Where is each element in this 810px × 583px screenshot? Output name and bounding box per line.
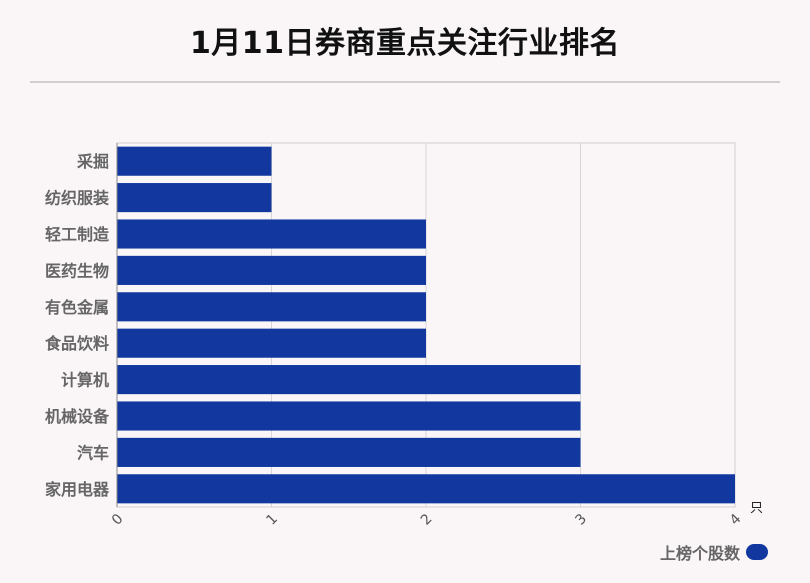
chart-title: 1月11日券商重点关注行业排名 (189, 26, 621, 61)
bar (117, 146, 272, 176)
category-label: 汽车 (77, 443, 109, 462)
category-label: 食品饮料 (44, 334, 109, 353)
tick-label: 2 (418, 511, 436, 529)
category-label: 纺织服装 (45, 189, 109, 208)
tick-label: 3 (572, 511, 590, 529)
category-label: 轻工制造 (45, 225, 110, 244)
bar (117, 183, 272, 213)
category-label: 家用电器 (45, 480, 110, 499)
category-label: 机械设备 (45, 407, 110, 426)
bars (117, 146, 735, 504)
bar (117, 292, 426, 322)
category-label: 医药生物 (45, 261, 109, 280)
bar (117, 219, 426, 249)
bar (117, 474, 735, 504)
category-label: 有色金属 (45, 298, 109, 317)
x-tick-labels: 0 1 2 3 4 (109, 511, 745, 529)
legend-label: 上榜个股数 (659, 544, 740, 563)
category-label: 计算机 (61, 371, 109, 390)
tick-label: 4 (727, 511, 745, 529)
category-label: 采掘 (76, 152, 109, 171)
bar (117, 437, 581, 467)
legend-swatch (746, 544, 768, 560)
x-axis-unit: 只 (750, 501, 763, 516)
legend: 上榜个股数 (660, 540, 768, 564)
bar (117, 365, 581, 395)
bar (117, 401, 581, 431)
title-divider (30, 81, 780, 83)
bar (117, 255, 426, 285)
bar (117, 328, 426, 358)
tick-label: 1 (263, 511, 281, 529)
tick-label: 0 (109, 511, 127, 529)
